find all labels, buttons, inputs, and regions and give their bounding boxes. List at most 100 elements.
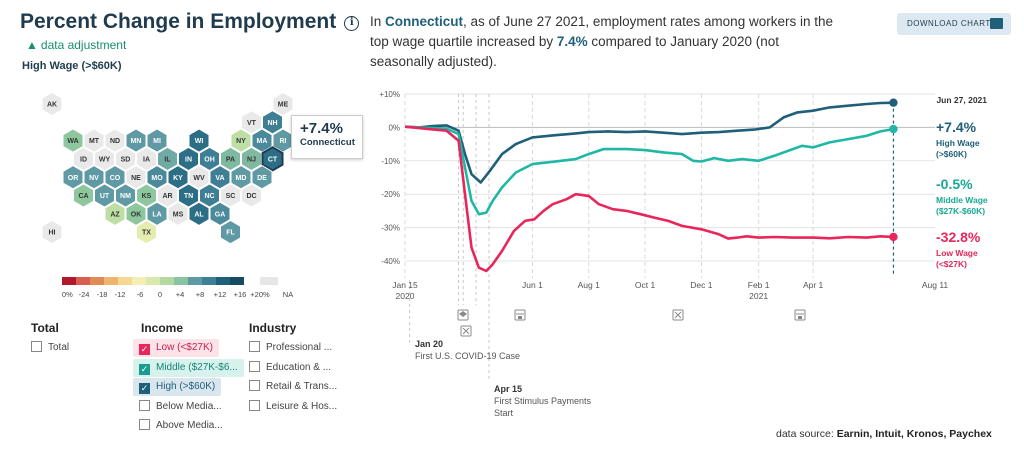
state-hex-ar[interactable]: AR	[157, 183, 178, 208]
state-hex-ky[interactable]: KY	[167, 165, 189, 190]
download-chart-button[interactable]: DOWNLOAD CHART	[897, 13, 1011, 35]
state-hex-ok[interactable]: OK	[125, 201, 147, 226]
filter-label: Education & ...	[266, 361, 332, 373]
checkbox-icon[interactable]	[249, 380, 260, 391]
state-hex-sd[interactable]: SD	[115, 146, 136, 172]
state-hex-wa[interactable]: WA	[62, 128, 84, 153]
state-hex-nc[interactable]: NC	[199, 183, 220, 208]
state-hex-in[interactable]: IN	[178, 146, 199, 172]
checkbox-checked-icon[interactable]: ✓	[139, 344, 150, 355]
state-hex-sc[interactable]: SC	[220, 183, 241, 208]
x-tick-sublabel: 2021	[749, 291, 768, 301]
state-hex-pa[interactable]: PA	[220, 146, 241, 172]
state-hex-ca[interactable]: CA	[73, 183, 94, 208]
state-abbr: MD	[236, 175, 247, 182]
state-hex-nm[interactable]: NM	[115, 183, 136, 208]
filter-income-2[interactable]: ✓ High (>$60K)	[133, 378, 222, 396]
checkbox-icon[interactable]	[139, 399, 150, 411]
x-tick-label: Dec 1	[690, 280, 712, 290]
state-hex-shape	[209, 201, 231, 226]
filter-total-0[interactable]: Total	[31, 339, 69, 357]
store-icon[interactable]	[514, 309, 526, 321]
state-hex-hi[interactable]: HI	[41, 219, 63, 245]
checkbox-icon[interactable]	[249, 341, 260, 352]
filter-income-3[interactable]: Below Media...	[139, 398, 222, 416]
filter-income-1[interactable]: ✓ Middle ($27K-$6...	[133, 358, 244, 377]
state-hex-ut[interactable]: UT	[94, 183, 115, 208]
state-hex-or[interactable]: OR	[62, 165, 84, 190]
state-hex-mi[interactable]: MI	[146, 128, 168, 153]
y-tick-label: -10%	[381, 157, 400, 166]
state-hex-ms[interactable]: MS	[167, 201, 189, 226]
state-abbr: NV	[89, 175, 99, 182]
state-hex-nh[interactable]: NH	[262, 110, 283, 135]
checkbox-icon[interactable]	[139, 419, 150, 430]
cross-box-icon[interactable]	[672, 309, 684, 321]
legend-label: -30%	[62, 290, 73, 299]
state-hex-oh[interactable]: OH	[199, 146, 220, 172]
state-hex-nj[interactable]: NJ	[241, 146, 262, 172]
checkbox-checked-icon[interactable]: ✓	[139, 363, 150, 375]
state-hex-fl[interactable]: FL	[220, 219, 241, 245]
filter-industry-2[interactable]: Retail & Trans...	[249, 378, 337, 396]
state-hex-wv[interactable]: WV	[188, 165, 210, 190]
state-hex-ma[interactable]: MA	[251, 128, 273, 153]
state-hex-il[interactable]: IL	[157, 146, 178, 172]
state-hex-tx[interactable]: TX	[136, 219, 157, 245]
state-hex-wi[interactable]: WI	[188, 128, 210, 153]
state-hex-mo[interactable]: MO	[146, 165, 168, 190]
state-hex-tn[interactable]: TN	[178, 183, 199, 208]
state-abbr: MA	[257, 138, 268, 145]
state-hex-shape	[115, 146, 136, 172]
state-hex-la[interactable]: LA	[146, 201, 168, 226]
store-icon[interactable]	[794, 309, 806, 321]
checkbox-icon[interactable]	[31, 341, 42, 352]
state-hex-ct[interactable]: CT	[261, 146, 284, 172]
state-hex-ny[interactable]: NY	[230, 128, 252, 153]
state-hex-id[interactable]: ID	[73, 146, 94, 172]
state-hex-mt[interactable]: MT	[83, 128, 105, 153]
state-hex-nd[interactable]: ND	[104, 128, 126, 153]
filter-industry-1[interactable]: Education & ...	[249, 359, 331, 377]
state-hex-shape	[220, 219, 241, 245]
state-hex-vt[interactable]: VT	[241, 110, 262, 135]
state-hex-ne[interactable]: NE	[125, 165, 147, 190]
state-hex-ak[interactable]: AK	[41, 91, 63, 117]
state-hex-shape	[136, 183, 157, 208]
checkbox-checked-icon[interactable]: ✓	[139, 383, 150, 394]
state-hex-ks[interactable]: KS	[136, 183, 157, 208]
state-hex-nv[interactable]: NV	[83, 165, 105, 190]
state-hex-va[interactable]: VA	[209, 165, 231, 190]
state-hex-md[interactable]: MD	[230, 165, 252, 190]
filter-industry-0[interactable]: Professional ...	[249, 339, 332, 357]
state-hex-wy[interactable]: WY	[94, 146, 115, 172]
state-hex-shape	[83, 165, 105, 190]
state-hex-az[interactable]: AZ	[104, 201, 126, 226]
state-hex-al[interactable]: AL	[188, 201, 210, 226]
state-abbr: GA	[215, 211, 226, 218]
state-hex-me[interactable]: ME	[272, 91, 294, 117]
filter-heading-total: Total	[31, 321, 59, 335]
state-hex-ia[interactable]: IA	[136, 146, 157, 172]
filter-industry-3[interactable]: Leisure & Hos...	[249, 398, 337, 416]
legend-label: +20%	[250, 290, 270, 299]
state-hex-ga[interactable]: GA	[209, 201, 231, 226]
state-abbr: IA	[143, 157, 150, 164]
filter-income-4[interactable]: Above Media...	[139, 417, 223, 435]
state-hex-de[interactable]: DE	[251, 165, 273, 190]
download-chart-label: DOWNLOAD CHART	[907, 19, 991, 28]
state-abbr: ME	[278, 102, 289, 109]
state-hex-co[interactable]: CO	[104, 165, 126, 190]
state-abbr: ID	[80, 157, 87, 164]
filter-income-0[interactable]: ✓ Low (<$27K)	[133, 339, 219, 357]
checkbox-icon[interactable]	[249, 399, 260, 411]
checkbox-icon[interactable]	[249, 360, 260, 372]
info-icon[interactable]: i	[344, 16, 360, 31]
cross-box-icon[interactable]	[460, 325, 472, 337]
state-hex-dc[interactable]: DC	[241, 183, 262, 208]
state-hex-mn[interactable]: MN	[125, 128, 147, 153]
data-adjustment-link[interactable]: ▲ data adjustment	[26, 38, 126, 52]
graduation-icon[interactable]	[457, 309, 469, 321]
state-hex-shape	[94, 146, 115, 172]
series-end-point	[889, 124, 898, 134]
